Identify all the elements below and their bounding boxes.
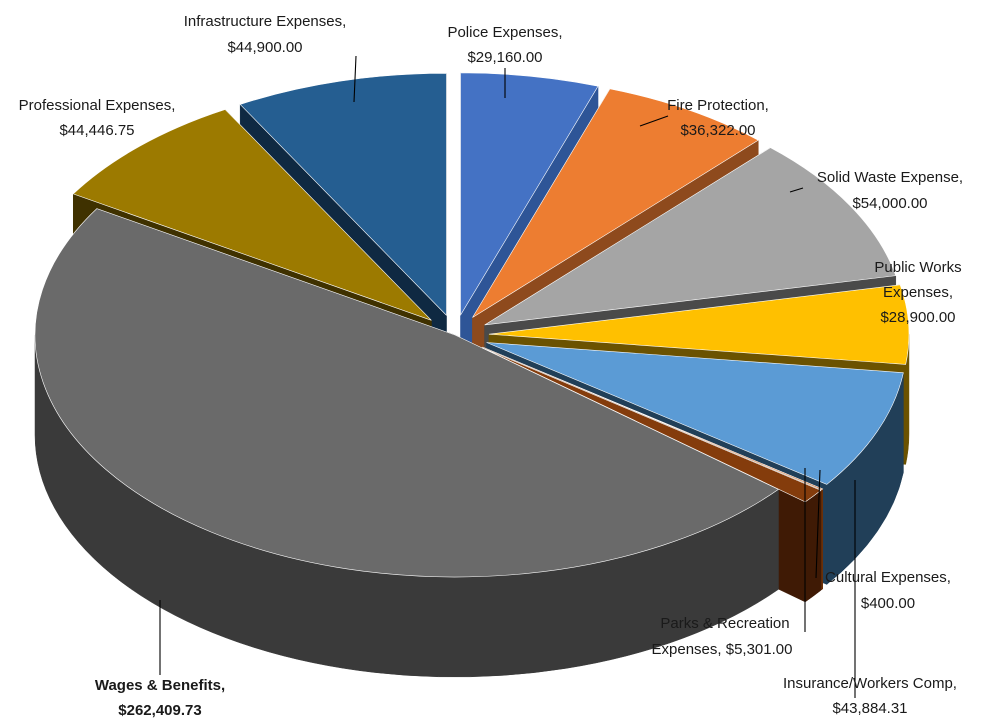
cultural-expenses-slice [482,346,824,491]
infrastructure-expenses-slice [239,72,447,317]
label-infrastructure-name: Infrastructure Expenses, [184,13,347,30]
label-wages: Wages & Benefits, $262,409.73 [95,677,225,719]
public-works-expenses-slice [488,284,910,365]
label-public-works-value: $28,900.00 [880,309,955,326]
label-insurance-value: $43,884.31 [832,700,907,717]
leader-lines [159,55,856,698]
label-parks-name-1: Parks & Recreation [660,615,789,632]
leader-line-1 [639,115,669,127]
label-professional-name: Professional Expenses, [19,97,176,114]
label-cultural: Cultural Expenses, $400.00 [825,569,951,612]
label-fire-value: $36,322.00 [680,122,755,139]
label-insurance-name: Insurance/Workers Comp, [783,675,957,692]
label-insurance: Insurance/Workers Comp, $43,884.31 [783,675,957,717]
label-infrastructure-value: $44,900.00 [227,39,302,56]
label-public-works: Public Works Expenses, $28,900.00 [874,259,961,326]
label-infrastructure: Infrastructure Expenses, $44,900.00 [184,13,347,56]
label-cultural-value: $400.00 [861,595,915,612]
leader-line-2 [789,187,804,193]
label-parks: Parks & Recreation Expenses, $5,301.00 [652,615,793,658]
leader-line-5 [815,469,821,579]
pie-slices [34,72,910,678]
label-police-name: Police Expenses, [447,24,562,41]
label-police-value: $29,160.00 [467,49,542,66]
label-public-works-name-1: Public Works [874,259,961,276]
label-wages-name: Wages & Benefits, [95,677,225,694]
label-fire: Fire Protection, $36,322.00 [667,97,769,139]
cultural-expenses-rim [821,488,823,591]
label-solid-waste-value: $54,000.00 [852,195,927,212]
label-fire-name: Fire Protection, [667,97,769,114]
label-professional: Professional Expenses, $44,446.75 [19,97,176,139]
label-public-works-name-2: Expenses, [883,284,953,301]
insurance-workers-comp-slice [486,342,904,485]
wages-benefits-slice [34,208,780,578]
label-cultural-name: Cultural Expenses, [825,569,951,586]
label-police: Police Expenses, $29,160.00 [447,24,562,66]
fire-protection-slice [472,88,759,318]
police-expenses-slice [460,72,599,316]
label-wages-value: $262,409.73 [118,702,201,719]
label-parks-name-2: Expenses, $5,301.00 [652,641,793,658]
label-professional-value: $44,446.75 [59,122,134,139]
solid-waste-expense-slice [484,147,897,326]
professional-expenses-slice [72,109,432,321]
label-solid-waste-name: Solid Waste Expense, [817,169,963,186]
label-solid-waste: Solid Waste Expense, $54,000.00 [817,169,963,212]
leader-line-3 [353,55,357,103]
